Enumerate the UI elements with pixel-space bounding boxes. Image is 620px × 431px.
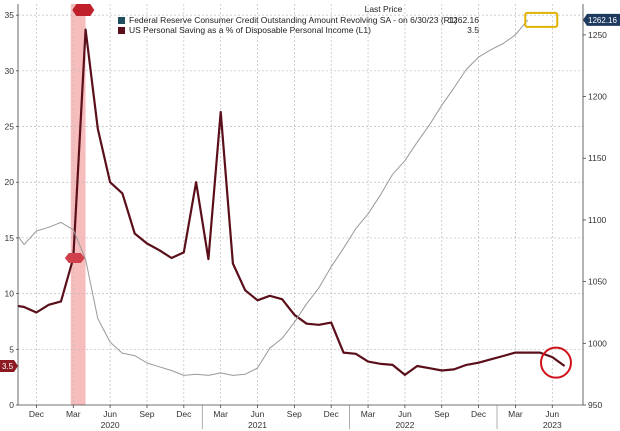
- legend-header: Last Price: [364, 4, 403, 14]
- right-tick-label: 1200: [588, 92, 607, 102]
- x-tick-label: Jun: [545, 409, 559, 419]
- left-tick-label: 5: [9, 344, 14, 354]
- x-year-label: 2023: [543, 420, 562, 430]
- legend-value-consumer-credit: 1262.16: [448, 15, 479, 25]
- x-tick-label: Dec: [471, 409, 487, 419]
- left-last-value-tag: [0, 360, 18, 373]
- x-tick-label: Jun: [398, 409, 412, 419]
- x-tick-label: Dec: [176, 409, 192, 419]
- x-tick-label: Mar: [508, 409, 523, 419]
- x-year-label: 2021: [248, 420, 267, 430]
- x-tick-label: Sep: [287, 409, 302, 419]
- x-year-label: 2020: [101, 420, 120, 430]
- right-tick-label: 1050: [588, 277, 607, 287]
- right-tick-label: 950: [588, 400, 602, 410]
- left-tick-label: 15: [5, 233, 15, 243]
- top-tag: [72, 4, 95, 16]
- x-tick-label: Jun: [251, 409, 265, 419]
- x-tick-label: Sep: [139, 409, 154, 419]
- right-last-value-tag: [583, 13, 620, 26]
- annotation-circle: [539, 346, 572, 379]
- right-tick-label: 1000: [588, 338, 607, 348]
- x-tick-label: Jun: [103, 409, 117, 419]
- left-last-value-label: 3.5: [2, 362, 14, 371]
- legend-swatch-consumer-credit: [118, 16, 125, 24]
- left-tick-label: 30: [5, 66, 15, 76]
- series-line-consumer-credit: [17, 19, 529, 376]
- legend-item-saving-rate: US Personal Saving as a % of Disposable …: [118, 25, 479, 35]
- right-tick-label: 1100: [588, 215, 607, 225]
- left-tick-label: 0: [9, 400, 14, 410]
- left-tick-label: 25: [5, 122, 15, 132]
- x-tick-label: Mar: [66, 409, 81, 419]
- annotation-box: [524, 11, 559, 28]
- left-tick-label: 20: [5, 177, 15, 187]
- x-year-label: 2022: [395, 420, 414, 430]
- x-tick-label: Sep: [434, 409, 449, 419]
- legend-swatch-saving-rate: [118, 26, 125, 34]
- x-tick-label: Mar: [213, 409, 228, 419]
- left-tick-label: 35: [5, 10, 15, 20]
- right-last-value-label: 1262.16: [588, 16, 617, 25]
- series-line-saving-rate: [17, 28, 566, 376]
- legend-value-saving-rate: 3.5: [467, 25, 479, 35]
- legend-item-consumer-credit: Federal Reserve Consumer Credit Outstand…: [118, 15, 479, 25]
- right-tick-label: 1150: [588, 153, 607, 163]
- legend: Last Price Federal Reserve Consumer Cred…: [118, 4, 479, 35]
- x-tick-label: Mar: [361, 409, 376, 419]
- left-tick-label: 10: [5, 289, 15, 299]
- left-axis-tag: [64, 252, 85, 263]
- legend-label-saving-rate: US Personal Saving as a % of Disposable …: [129, 25, 371, 35]
- x-tick-label: Dec: [29, 409, 45, 419]
- x-tick-label: Dec: [324, 409, 340, 419]
- right-tick-label: 1250: [588, 30, 607, 40]
- legend-label-consumer-credit: Federal Reserve Consumer Credit Outstand…: [129, 15, 458, 25]
